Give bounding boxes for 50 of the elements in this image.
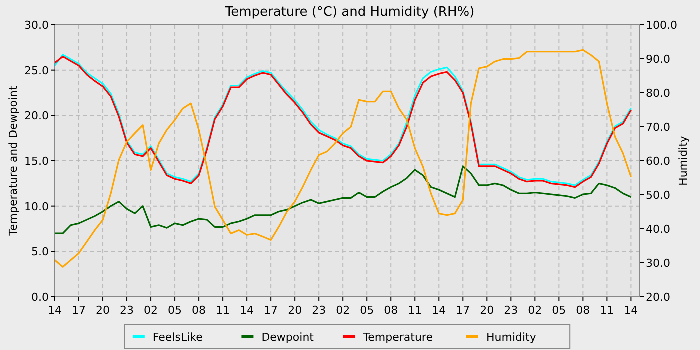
x-tick-label: 14 — [432, 304, 446, 317]
legend-label: Temperature — [362, 331, 434, 344]
y2-tick-label: 20.0 — [646, 291, 670, 304]
line-series — [55, 49, 632, 268]
x-tick-label: 14 — [240, 304, 254, 317]
x-tick-label: 20 — [96, 304, 110, 317]
y2-tick-label: 100.0 — [646, 19, 678, 32]
y-tick-label: 30.0 — [24, 19, 49, 32]
x-tick-label: 08 — [384, 304, 398, 317]
x-tick-label: 20 — [480, 304, 494, 317]
y2-tick-label: 30.0 — [646, 257, 670, 270]
x-tick-label: 05 — [168, 304, 182, 317]
x-tick-label: 14 — [48, 304, 62, 317]
y2-tick-label: 60.0 — [646, 155, 670, 168]
y-tick-label: 25.0 — [24, 64, 49, 78]
x-tick-label: 23 — [504, 304, 518, 317]
line-series — [55, 166, 632, 234]
x-tick-label: 11 — [216, 304, 230, 317]
legend-label: FeelsLike — [152, 331, 204, 344]
y-tick-label: 15.0 — [24, 155, 49, 168]
x-tick-label: 11 — [600, 304, 614, 317]
x-tick-label: 17 — [456, 304, 470, 317]
x-tick-label: 02 — [528, 304, 542, 317]
x-tick-label: 02 — [336, 304, 350, 317]
x-tick-label: 23 — [312, 304, 326, 317]
y2-axis-title: Humidity — [677, 136, 690, 186]
x-tick-label: 11 — [408, 304, 422, 317]
y-tick-label: 20.0 — [24, 110, 49, 123]
legend-label: Dewpoint — [262, 331, 315, 344]
y-tick-label: 10.0 — [24, 200, 49, 214]
x-tick-label: 05 — [552, 304, 566, 317]
x-tick-label: 08 — [192, 304, 206, 317]
x-tick-label: 20 — [288, 304, 302, 317]
x-tick-label: 14 — [624, 304, 638, 317]
y2-tick-label: 90.0 — [646, 53, 670, 66]
y2-tick-label: 80.0 — [646, 87, 670, 100]
y2-tick-label: 40.0 — [646, 223, 670, 236]
y-tick-label: 0.0 — [32, 291, 49, 304]
x-tick-label: 17 — [264, 304, 278, 317]
y-tick-label: 5.0 — [32, 246, 49, 259]
y2-tick-label: 70.0 — [646, 121, 670, 134]
chart-title: Temperature (°C) and Humidity (RH%) — [224, 5, 475, 20]
y-axis-title: Temperature and Dewpoint — [7, 85, 20, 237]
legend-label: Humidity — [486, 331, 537, 344]
x-tick-label: 23 — [120, 304, 134, 317]
x-tick-label: 05 — [360, 304, 374, 317]
x-tick-label: 17 — [72, 304, 86, 317]
x-tick-label: 08 — [576, 304, 590, 317]
x-tick-label: 02 — [144, 304, 158, 317]
y2-tick-label: 50.0 — [646, 189, 670, 202]
